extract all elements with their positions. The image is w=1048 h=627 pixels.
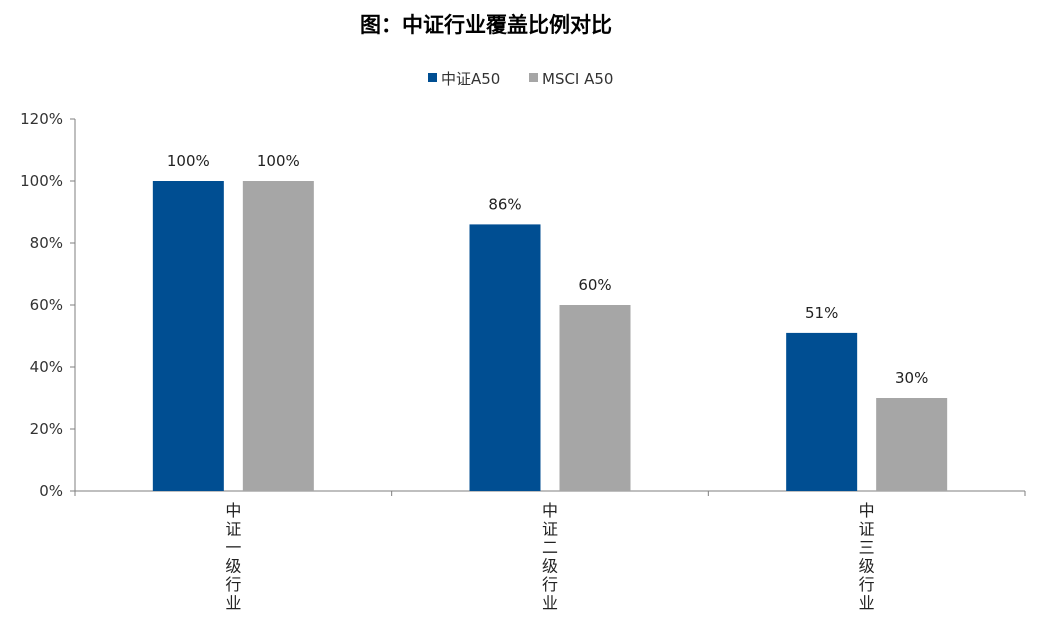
y-tick-label: 60%	[30, 296, 63, 314]
data-label: 51%	[805, 304, 838, 322]
bar-msci-a50-2	[559, 305, 631, 491]
category-label: 中证一级行业	[225, 501, 241, 613]
bar-csi-a50-1	[152, 181, 224, 491]
data-label: 100%	[257, 152, 300, 170]
y-tick-label: 0%	[39, 482, 63, 500]
bars	[152, 181, 948, 491]
data-label: 86%	[488, 195, 521, 213]
y-tick-label: 80%	[30, 234, 63, 252]
y-tick-label: 20%	[30, 420, 63, 438]
legend-swatch-series-1	[529, 73, 538, 82]
x-axis	[74, 490, 1026, 496]
data-label: 100%	[167, 152, 210, 170]
data-label: 30%	[895, 369, 928, 387]
category-label: 中证二级行业	[542, 501, 558, 613]
legend-label-series-0: 中证A50	[441, 70, 500, 88]
legend-label-series-1: MSCI A50	[542, 70, 613, 88]
data-labels: 100% 100% 86% 60% 51% 30%	[167, 152, 928, 387]
category-label: 中证三级行业	[859, 501, 875, 613]
data-label: 60%	[578, 276, 611, 294]
bar-csi-a50-2	[469, 224, 541, 491]
bar-csi-a50-3	[786, 332, 858, 491]
legend: 中证A50 MSCI A50	[428, 70, 613, 88]
chart-title: 图：中证行业覆盖比例对比	[360, 13, 612, 37]
category-labels: 中证一级行业 中证二级行业 中证三级行业	[225, 501, 874, 613]
y-tick-label: 120%	[20, 110, 63, 128]
bar-msci-a50-3	[876, 398, 948, 491]
y-axis: 0% 20% 40% 60% 80% 100% 120%	[20, 110, 76, 500]
y-tick-label: 40%	[30, 358, 63, 376]
bar-msci-a50-1	[242, 181, 314, 491]
y-tick-label: 100%	[20, 172, 63, 190]
legend-swatch-series-0	[428, 73, 437, 82]
